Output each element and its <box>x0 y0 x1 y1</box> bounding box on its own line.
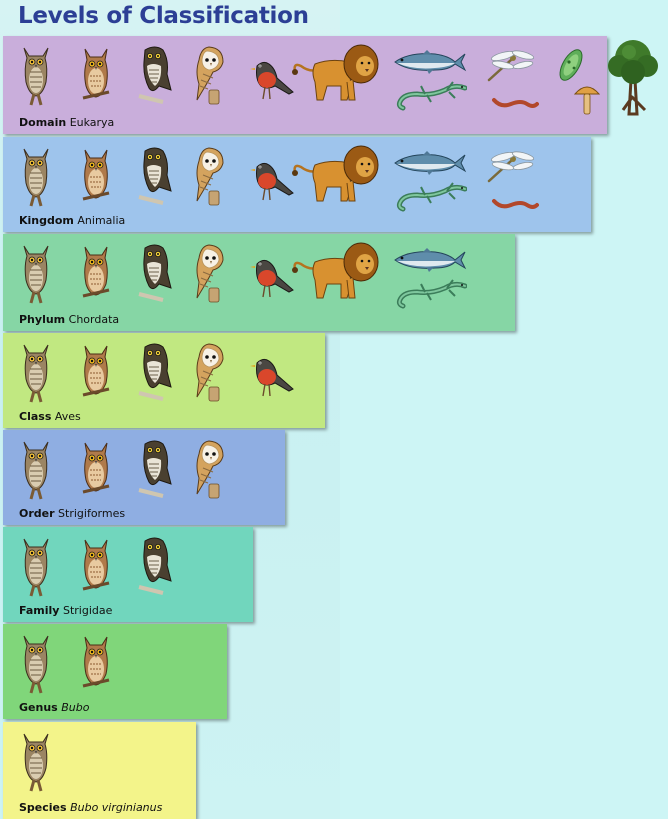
fish-icon <box>393 248 467 272</box>
lizard-icon <box>395 278 468 310</box>
northern-hawk-owl-icon <box>137 438 173 498</box>
robin-icon <box>249 353 295 399</box>
fish-icon <box>393 151 467 175</box>
tree-icon <box>607 36 659 116</box>
level-label: Domain Eukarya <box>19 116 114 129</box>
lizard-icon <box>395 80 468 112</box>
level-species: Species Bubo virginianus <box>3 722 196 819</box>
level-genus: Genus Bubo <box>3 624 227 719</box>
northern-hawk-owl-icon <box>137 341 173 401</box>
taxon-name: Strigiformes <box>58 507 126 520</box>
paramecium-icon <box>555 46 587 84</box>
taxon-name: Eukarya <box>69 116 115 129</box>
barn-owl-icon <box>189 438 229 500</box>
great-horned-owl-icon <box>21 535 51 597</box>
great-horned-owl-icon <box>21 242 51 304</box>
page-title: Levels of Classification <box>18 3 309 29</box>
level-phylum: Phylum Chordata <box>3 234 515 331</box>
great-horned-owl-icon <box>21 438 51 500</box>
eastern-screech-owl-icon <box>79 537 113 597</box>
lion-icon <box>291 240 381 300</box>
rank-name: Order <box>19 507 55 520</box>
eastern-screech-owl-icon <box>79 343 113 403</box>
northern-hawk-owl-icon <box>137 44 173 104</box>
taxon-name: Bubo virginianus <box>70 801 163 814</box>
robin-icon <box>249 56 295 102</box>
level-order: Order Strigiformes <box>3 430 285 525</box>
great-horned-owl-icon <box>21 145 51 207</box>
dragonfly-icon <box>479 151 535 185</box>
rank-name: Species <box>19 801 67 814</box>
lizard-icon <box>395 181 468 213</box>
northern-hawk-owl-icon <box>137 145 173 205</box>
level-label: Order Strigiformes <box>19 507 125 520</box>
level-kingdom: Kingdom Animalia <box>3 137 591 232</box>
barn-owl-icon <box>189 44 229 106</box>
lion-icon <box>291 143 381 203</box>
barn-owl-icon <box>189 242 229 304</box>
rank-name: Family <box>19 604 60 617</box>
rank-name: Class <box>19 410 52 423</box>
fish-icon <box>393 50 467 74</box>
great-horned-owl-icon <box>21 730 51 792</box>
barn-owl-icon <box>189 145 229 207</box>
lion-icon <box>291 42 381 102</box>
rank-name: Genus <box>19 701 58 714</box>
earthworm-icon <box>491 195 539 211</box>
level-class: Class Aves <box>3 333 325 428</box>
eastern-screech-owl-icon <box>79 147 113 207</box>
eastern-screech-owl-icon <box>79 634 113 694</box>
level-label: Class Aves <box>19 410 81 423</box>
eastern-screech-owl-icon <box>79 440 113 500</box>
level-label: Kingdom Animalia <box>19 214 125 227</box>
eastern-screech-owl-icon <box>79 46 113 106</box>
earthworm-icon <box>491 94 539 110</box>
taxon-name: Aves <box>54 410 81 423</box>
eastern-screech-owl-icon <box>79 244 113 304</box>
northern-hawk-owl-icon <box>137 242 173 302</box>
level-family: Family Strigidae <box>3 527 253 622</box>
taxon-name: Animalia <box>77 214 126 227</box>
level-label: Genus Bubo <box>19 701 89 714</box>
barn-owl-icon <box>189 341 229 403</box>
robin-icon <box>249 157 295 203</box>
great-horned-owl-icon <box>21 632 51 694</box>
northern-hawk-owl-icon <box>137 535 173 595</box>
level-label: Species Bubo virginianus <box>19 801 162 814</box>
rank-name: Phylum <box>19 313 66 326</box>
level-label: Phylum Chordata <box>19 313 119 326</box>
taxon-name: Strigidae <box>62 604 113 617</box>
great-horned-owl-icon <box>21 44 51 106</box>
great-horned-owl-icon <box>21 341 51 403</box>
rank-name: Domain <box>19 116 67 129</box>
rank-name: Kingdom <box>19 214 74 227</box>
robin-icon <box>249 254 295 300</box>
taxon-name: Chordata <box>68 313 120 326</box>
level-domain: Domain Eukarya <box>3 36 658 134</box>
mushroom-icon <box>573 80 601 116</box>
faded-background-panel <box>340 0 668 819</box>
level-label: Family Strigidae <box>19 604 112 617</box>
taxon-name: Bubo <box>61 701 90 714</box>
dragonfly-icon <box>479 50 535 84</box>
